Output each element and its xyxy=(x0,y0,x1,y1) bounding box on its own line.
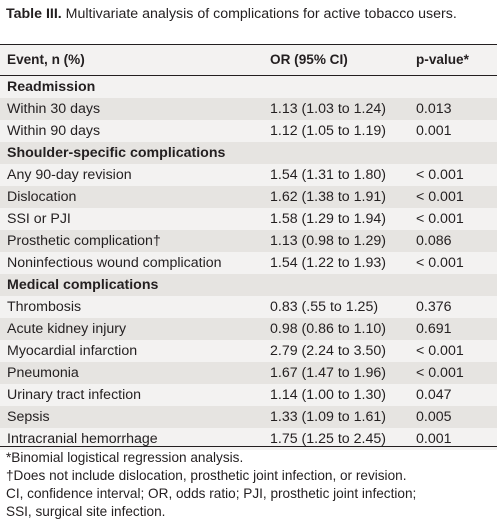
event-cell: Prosthetic complication† xyxy=(7,233,161,249)
footnote: †Does not include dislocation, prostheti… xyxy=(6,468,407,483)
p-value-cell: 0.047 xyxy=(416,387,452,403)
p-value-cell: < 0.001 xyxy=(416,365,464,381)
or-cell: 0.98 (0.86 to 1.10) xyxy=(270,321,386,337)
section-label: Medical complications xyxy=(7,277,159,293)
event-cell: Pneumonia xyxy=(7,365,79,381)
or-cell: 1.14 (1.00 to 1.30) xyxy=(270,387,386,403)
or-cell: 0.83 (.55 to 1.25) xyxy=(270,299,379,315)
table-row: Urinary tract infection 1.14 (1.00 to 1.3… xyxy=(0,384,497,406)
or-cell: 1.13 (1.03 to 1.24) xyxy=(270,101,386,117)
table-footnotes: *Binomial logistical regression analysis… xyxy=(0,446,497,521)
or-cell: 1.67 (1.47 to 1.96) xyxy=(270,365,386,381)
or-cell: 1.12 (1.05 to 1.19) xyxy=(270,123,386,139)
table-header: Event, n (%) OR (95% CI) p-value* xyxy=(0,44,497,76)
caption-label: Table III. xyxy=(6,6,62,22)
event-cell: Thrombosis xyxy=(7,299,82,315)
p-value-cell: < 0.001 xyxy=(416,211,464,227)
p-value-cell: 0.013 xyxy=(416,101,452,117)
complications-table: Event, n (%) OR (95% CI) p-value* Readmi… xyxy=(0,44,497,450)
or-cell: 1.62 (1.38 to 1.91) xyxy=(270,189,386,205)
table-row: Noninfectious wound complication 1.54 (1.… xyxy=(0,252,497,274)
header-or: OR (95% CI) xyxy=(270,52,348,67)
table-row: Sepsis 1.33 (1.09 to 1.61) 0.005 xyxy=(0,406,497,428)
p-value-cell: < 0.001 xyxy=(416,343,464,359)
table-row: Prosthetic complication† 1.13 (0.98 to 1.… xyxy=(0,230,497,252)
p-value-cell: 0.005 xyxy=(416,409,452,425)
event-cell: Myocardial infarction xyxy=(7,343,138,359)
footnote: *Binomial logistical regression analysis… xyxy=(6,450,244,465)
table-body: Readmission Within 30 days 1.13 (1.03 to 1… xyxy=(0,76,497,450)
event-cell: Dislocation xyxy=(7,189,77,205)
event-cell: Within 90 days xyxy=(7,123,101,139)
table-row: Pneumonia 1.67 (1.47 to 1.96) < 0.001 xyxy=(0,362,497,384)
table-row: SSI or PJI 1.58 (1.29 to 1.94) < 0.001 xyxy=(0,208,497,230)
or-cell: 2.79 (2.24 to 3.50) xyxy=(270,343,386,359)
table-row: Thrombosis 0.83 (.55 to 1.25) 0.376 xyxy=(0,296,497,318)
section-row: Readmission xyxy=(0,76,497,98)
table-row: Within 30 days 1.13 (1.03 to 1.24) 0.013 xyxy=(0,98,497,120)
table-row: Acute kidney injury 0.98 (0.86 to 1.10) 0.… xyxy=(0,318,497,340)
event-cell: Sepsis xyxy=(7,409,50,425)
or-cell: 1.75 (1.25 to 2.45) xyxy=(270,431,386,447)
event-cell: Any 90-day revision xyxy=(7,167,132,183)
p-value-cell: < 0.001 xyxy=(416,255,464,271)
p-value-cell: 0.001 xyxy=(416,123,452,139)
event-cell: Urinary tract infection xyxy=(7,387,142,403)
table-row: Intracranial hemorrhage 1.75 (1.25 to 2.4… xyxy=(0,428,497,450)
or-cell: 1.54 (1.22 to 1.93) xyxy=(270,255,386,271)
p-value-cell: 0.376 xyxy=(416,299,452,315)
event-cell: Acute kidney injury xyxy=(7,321,127,337)
section-row: Shoulder-specific complications xyxy=(0,142,497,164)
event-cell: Intracranial hemorrhage xyxy=(7,431,158,447)
p-value-cell: 0.001 xyxy=(416,431,452,447)
footnote: SSI, surgical site infection. xyxy=(6,504,166,519)
table-caption: Table III. Multivariate analysis of comp… xyxy=(6,6,491,23)
header-p-value: p-value* xyxy=(416,52,469,67)
table-row: Dislocation 1.62 (1.38 to 1.91) < 0.001 xyxy=(0,186,497,208)
section-label: Readmission xyxy=(7,79,96,95)
or-cell: 1.58 (1.29 to 1.94) xyxy=(270,211,386,227)
p-value-cell: 0.691 xyxy=(416,321,452,337)
or-cell: 1.33 (1.09 to 1.61) xyxy=(270,409,386,425)
table-row: Within 90 days 1.12 (1.05 to 1.19) 0.001 xyxy=(0,120,497,142)
section-row: Medical complications xyxy=(0,274,497,296)
event-cell: SSI or PJI xyxy=(7,211,71,227)
or-cell: 1.13 (0.98 to 1.29) xyxy=(270,233,386,249)
caption-text: Multivariate analysis of complications f… xyxy=(61,6,457,22)
section-label: Shoulder-specific complications xyxy=(7,145,226,161)
p-value-cell: < 0.001 xyxy=(416,167,464,183)
p-value-cell: < 0.001 xyxy=(416,189,464,205)
table-row: Any 90-day revision 1.54 (1.31 to 1.80) < … xyxy=(0,164,497,186)
event-cell: Within 30 days xyxy=(7,101,101,117)
footnote: CI, confidence interval; OR, odds ratio;… xyxy=(6,486,417,501)
table-row: Myocardial infarction 2.79 (2.24 to 3.50)… xyxy=(0,340,497,362)
or-cell: 1.54 (1.31 to 1.80) xyxy=(270,167,386,183)
p-value-cell: 0.086 xyxy=(416,233,452,249)
header-event: Event, n (%) xyxy=(7,52,85,67)
event-cell: Noninfectious wound complication xyxy=(7,255,222,271)
